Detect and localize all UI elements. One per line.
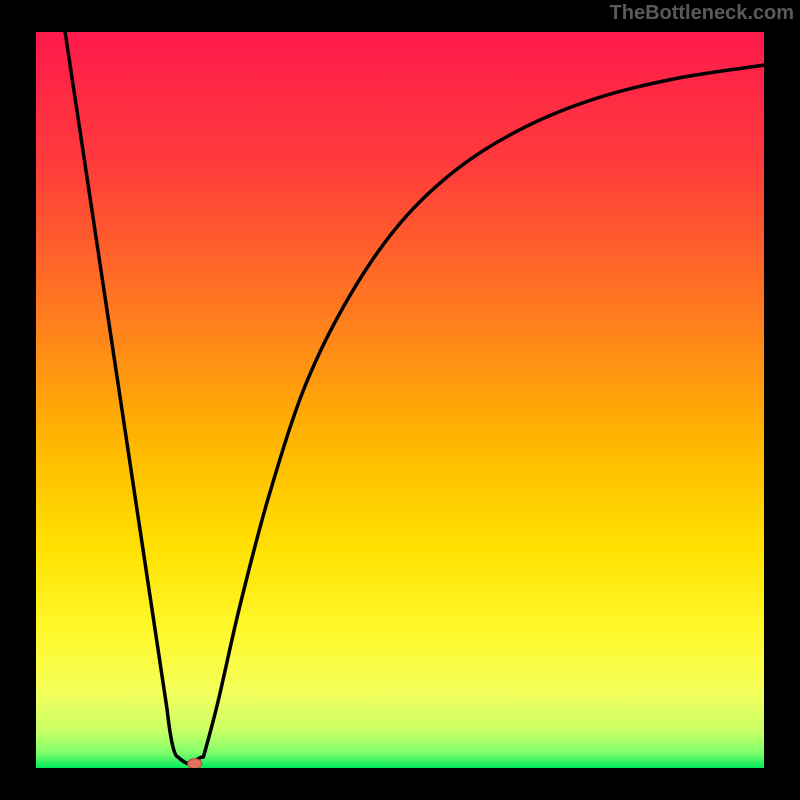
gradient-background: [36, 32, 764, 768]
optimum-marker: [188, 759, 202, 769]
bottleneck-chart: [0, 0, 800, 800]
chart-container: TheBottleneck.com: [0, 0, 800, 800]
attribution-text: TheBottleneck.com: [610, 2, 794, 25]
